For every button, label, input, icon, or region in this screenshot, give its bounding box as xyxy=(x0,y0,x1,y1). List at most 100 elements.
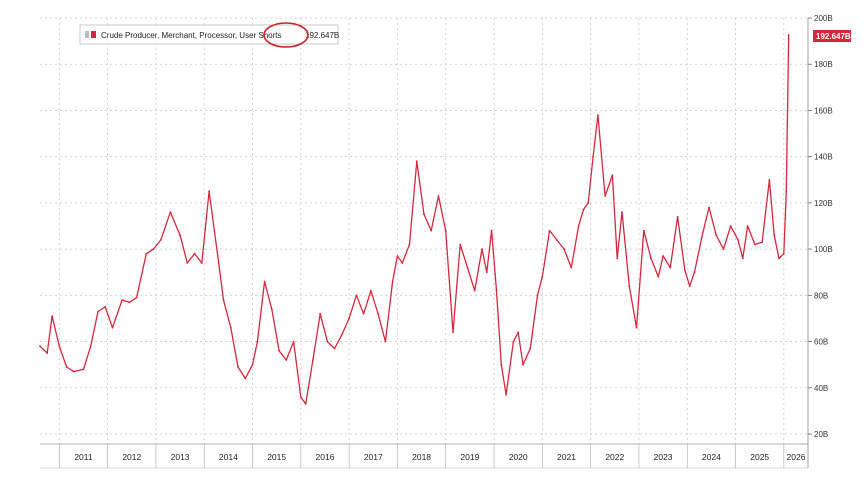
data-point xyxy=(217,262,220,264)
last-value-flag-text: 192.647B xyxy=(816,32,851,41)
data-point xyxy=(285,359,288,361)
data-point xyxy=(597,114,599,116)
data-point xyxy=(58,345,61,348)
data-point xyxy=(688,285,691,287)
x-tick-label: 2019 xyxy=(460,452,479,462)
x-tick-label: 2013 xyxy=(171,452,190,462)
series-layer xyxy=(39,34,790,405)
data-point xyxy=(700,236,703,239)
data-point xyxy=(377,312,379,315)
data-point xyxy=(642,229,645,232)
data-point xyxy=(39,345,41,348)
data-point xyxy=(65,366,68,368)
data-point xyxy=(72,370,75,373)
x-tick-label: 2024 xyxy=(702,452,721,462)
data-point xyxy=(592,155,594,158)
data-point xyxy=(193,252,196,255)
x-tick-label: 2017 xyxy=(364,452,383,462)
data-point xyxy=(481,248,483,251)
data-point xyxy=(604,195,606,197)
legend: Crude Producer, Merchant, Processor, Use… xyxy=(79,22,339,48)
x-tick-label: 2011 xyxy=(74,452,93,462)
x-tick-label: 2022 xyxy=(605,452,624,462)
data-point xyxy=(348,317,350,320)
data-point xyxy=(111,326,114,329)
legend-box xyxy=(79,24,339,45)
data-point xyxy=(270,308,273,311)
data-point xyxy=(186,262,189,264)
last-value-flag: 192.647B xyxy=(813,30,851,42)
data-point xyxy=(754,243,756,246)
data-point xyxy=(229,326,232,329)
data-point xyxy=(251,363,254,366)
data-point xyxy=(292,340,295,343)
y-tick-label: 40B xyxy=(814,384,828,393)
data-point xyxy=(452,331,454,334)
data-point xyxy=(97,310,99,313)
data-point xyxy=(355,294,358,297)
data-point xyxy=(333,347,336,350)
data-point xyxy=(662,255,664,257)
data-point xyxy=(577,225,580,227)
x-tick-label: 2023 xyxy=(654,452,673,462)
data-point xyxy=(341,333,343,336)
y-tick-label: 80B xyxy=(814,291,828,300)
data-point xyxy=(179,234,182,237)
data-point xyxy=(82,368,85,371)
data-point xyxy=(505,393,507,396)
data-point xyxy=(536,294,539,297)
data-point xyxy=(548,229,551,232)
data-point xyxy=(312,359,314,361)
data-point xyxy=(555,239,558,241)
data-point xyxy=(466,266,469,269)
data-point xyxy=(444,229,447,232)
data-point xyxy=(423,213,425,216)
data-point xyxy=(256,340,259,343)
data-point xyxy=(495,289,498,292)
data-point xyxy=(89,345,92,348)
annotation-circle xyxy=(263,22,309,48)
legend-swatch xyxy=(91,31,96,38)
data-point xyxy=(785,190,788,193)
data-point xyxy=(430,229,433,232)
data-point xyxy=(582,208,585,211)
data-point xyxy=(401,262,404,264)
data-point xyxy=(370,289,372,292)
data-point xyxy=(729,225,732,227)
data-point xyxy=(768,178,771,181)
legend-value: 192.647B xyxy=(305,31,339,40)
x-tick-label: 2021 xyxy=(557,452,576,462)
x-tick-label: 2026 xyxy=(787,452,806,462)
data-point xyxy=(587,202,590,204)
data-point xyxy=(152,248,155,251)
axis-layer: 20B 40B 60B 80B 100B 120B 140B 160B 180B 200B 2011… xyxy=(40,14,833,469)
data-point xyxy=(104,306,107,308)
data-point xyxy=(490,229,493,232)
x-tick-label: 2012 xyxy=(122,452,141,462)
data-point xyxy=(278,349,280,352)
data-point xyxy=(304,403,307,405)
data-point xyxy=(299,396,302,398)
data-point xyxy=(128,301,131,304)
data-point xyxy=(517,331,520,334)
data-point xyxy=(722,248,725,251)
data-point xyxy=(541,275,544,278)
data-point xyxy=(741,257,744,260)
data-point xyxy=(746,225,749,227)
data-point xyxy=(737,239,739,241)
data-point xyxy=(46,352,49,354)
data-point xyxy=(715,234,718,237)
data-point xyxy=(51,315,53,317)
data-point xyxy=(145,252,148,255)
data-point xyxy=(761,241,763,244)
data-point xyxy=(773,234,776,237)
legend-label: Crude Producer, Merchant, Processor, Use… xyxy=(101,31,282,40)
data-point xyxy=(391,280,394,283)
x-tick-label: 2020 xyxy=(509,452,528,462)
y-tick-label: 60B xyxy=(814,338,828,347)
data-point xyxy=(121,299,123,301)
data-point xyxy=(669,266,672,269)
data-point xyxy=(159,239,162,241)
data-point xyxy=(437,195,440,197)
y-tick-label: 200B xyxy=(814,14,833,23)
